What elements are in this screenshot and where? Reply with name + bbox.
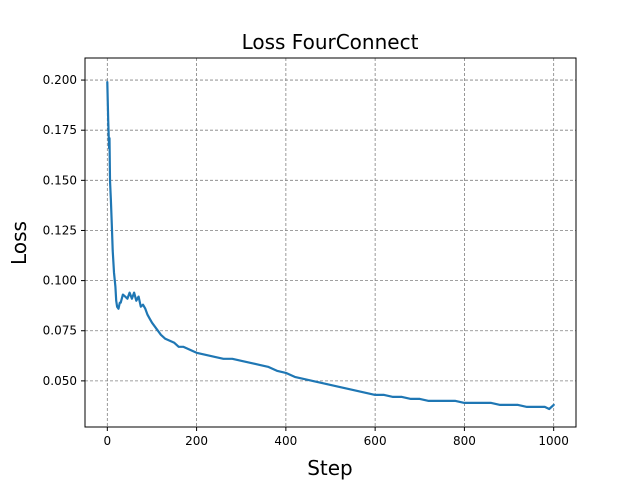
y-tick-label: 0.175 bbox=[43, 123, 77, 137]
x-tick-label: 400 bbox=[274, 434, 297, 448]
x-tick-label: 200 bbox=[185, 434, 208, 448]
series-layer bbox=[106, 80, 555, 411]
x-tick-label: 600 bbox=[364, 434, 387, 448]
plot-frame bbox=[84, 57, 577, 428]
chart-title: Loss FourConnect bbox=[242, 30, 419, 54]
y-tick-label: 0.100 bbox=[43, 274, 77, 288]
y-axis-title: Loss bbox=[7, 221, 31, 265]
loss-series-line bbox=[106, 80, 555, 411]
y-tick-label: 0.125 bbox=[43, 223, 77, 237]
x-tick-label: 800 bbox=[453, 434, 476, 448]
y-axis: 0.050 0.075 0.100 0.125 0.150 0.175 0.200 bbox=[43, 73, 85, 388]
y-tick-label: 0.050 bbox=[43, 374, 77, 388]
gridlines bbox=[85, 58, 576, 427]
x-axis-title: Step bbox=[307, 456, 353, 480]
x-tick-label: 1000 bbox=[538, 434, 569, 448]
y-tick-label: 0.150 bbox=[43, 173, 77, 187]
x-axis: 0 200 400 600 800 1000 bbox=[103, 427, 569, 448]
y-tick-label: 0.075 bbox=[43, 324, 77, 338]
y-tick-label: 0.200 bbox=[43, 73, 77, 87]
x-tick-label: 0 bbox=[103, 434, 111, 448]
